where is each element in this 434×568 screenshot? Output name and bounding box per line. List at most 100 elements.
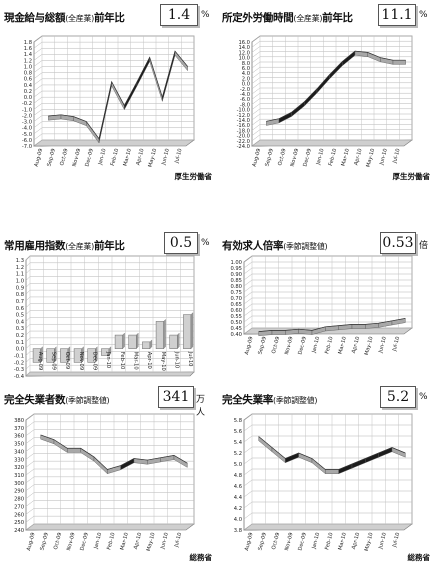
x-tick-label: Jan-10 [315,148,325,166]
y-tick-label: 250 [14,520,24,526]
x-tick-label: Jul-10 [187,351,193,367]
x-tick-label: Oct-09 [277,148,287,166]
bar-side [81,346,84,363]
x-tick-label: Oct-09 [271,532,281,550]
y-tick-label: 4.2 [234,506,242,512]
x-tick-label: May-10 [364,336,375,356]
plot-floor [33,139,195,147]
y-tick-label: 1.2 [24,58,32,64]
series-line [266,50,406,122]
y-tick-label: -0.2 [22,101,32,107]
y-tick-label: 0.40 [230,332,242,338]
y-tick-label: 10.0 [238,56,250,62]
series-segment [271,330,286,335]
y-tick-label: -10.0 [237,108,250,114]
series-line [258,436,406,470]
y-tick-label: -1.0 [22,107,32,113]
unit-label: % [419,10,428,20]
value-box: 11.1 [378,4,416,26]
x-tick-label: Apr-10 [133,532,143,550]
x-tick-label: Jan-10 [311,532,321,550]
y-tick-label: 280 [14,497,24,503]
unit-label: % [201,10,210,20]
bar-side [54,346,57,363]
y-tick-label: 340 [14,449,24,455]
value-box: 341 [158,386,194,408]
x-tick-label: Mar-10 [133,352,139,370]
y-tick-label: 4.4 [234,495,243,501]
bar [142,341,151,349]
bar [114,334,123,349]
chart-panel-wages: 現金給与総額(全産業)前年比 1.4 % 1.8 1.6 1.4 1.2 1.0 0.8 0… [4,4,212,184]
unit-label: % [201,238,210,248]
x-tick-label: Aug-09 [244,336,255,356]
y-tick-label: 0.2 [24,89,32,95]
y-tick-label: 290 [14,489,24,495]
x-tick-label: Sep-09 [39,532,50,551]
bar [128,334,137,349]
source-label: 総務省 [189,553,213,562]
y-tick-label: 0.80 [230,284,242,290]
series-line [258,318,406,332]
y-tick-label: 270 [14,504,24,510]
x-tick-label: Mar-10 [337,532,347,551]
y-tick-label: 0.60 [230,308,242,314]
value-box: 5.2 [380,386,416,408]
y-tick-label: 0.4 [16,319,25,325]
y-tick-label: 1.2 [16,265,24,271]
x-tick-label: Jul-10 [391,336,401,353]
x-tick-label: Nov-09 [72,148,83,167]
x-tick-label: Apr-10 [351,336,361,354]
x-tick-label: Apr-10 [135,148,145,166]
chart-panel-employment: 常用雇用指数(全産業)前年比 0.5 % 1.3 1.2 1.1 1.0 0.9 0.8 0… [4,232,212,412]
series-segment [325,469,339,474]
chart-panel-job-ratio: 有効求人倍率(季節調整値) 0.53 倍 1.00 0.95 0.90 0.85 0.8… [222,232,430,412]
y-tick-label: 1.3 [16,258,24,264]
chart-svg: 1.31.21.11.00.90.80.70.60.50.40.30.20.10… [14,255,195,380]
x-tick-label: Oct-09 [53,532,63,550]
x-tick-label: Mar-10 [122,148,132,167]
y-tick-label: 300 [14,481,24,487]
x-tick-label: Jul-10 [392,148,402,165]
x-tick-label: Aug-09 [244,532,255,552]
plot-floor [25,523,195,531]
x-tick-label: Jan-10 [311,336,321,354]
y-tick-label: 0.6 [24,77,32,83]
y-tick-label: 0.70 [230,296,242,302]
x-tick-label: Aug-09 [26,532,37,552]
y-tick-label: -0.3 [14,367,24,373]
y-tick-label: -7.0 [22,144,32,150]
y-tick-label: 1.6 [24,46,32,52]
x-tick-label: Mar-10 [340,148,350,167]
chart-title: 有効求人倍率(季節調整値) [222,240,328,252]
y-tick-label: -2.0 [22,113,32,119]
y-tick-label: 350 [14,442,24,448]
bar-side [95,346,98,363]
series-line [40,434,188,470]
chart-svg: 1.81.61.41.21.00.80.60.40.20.0-0.2-1.0-2… [22,35,195,168]
y-tick-label: -18.0 [237,128,250,134]
x-tick-label: Sep-09 [264,148,275,167]
y-tick-label: 5.8 [234,418,242,424]
x-tick-label: Nov-09 [66,532,77,551]
y-tick-label: -22.0 [237,139,250,145]
bar-side [177,332,180,350]
y-tick-label: 0.95 [230,266,242,272]
y-tick-label: -0.1 [14,354,24,360]
y-tick-label: -0.4 [14,374,25,380]
x-tick-label: May-10 [148,148,159,168]
y-tick-label: 5.4 [234,440,243,446]
x-tick-label: Jun-10 [174,351,180,369]
x-tick-label: Jun-10 [160,532,170,551]
x-tick-label: Jul-10 [391,532,401,549]
bar [183,314,192,349]
y-tick-label: 0.55 [230,314,242,320]
y-tick-label: 1.1 [16,272,24,278]
y-tick-label: 0.5 [16,313,24,319]
plot-floor [243,523,413,531]
y-tick-label: 0.7 [16,299,24,305]
unit-label: 倍 [419,241,429,251]
x-tick-label: Feb-10 [106,532,116,551]
x-tick-label: Apr-10 [353,148,363,166]
